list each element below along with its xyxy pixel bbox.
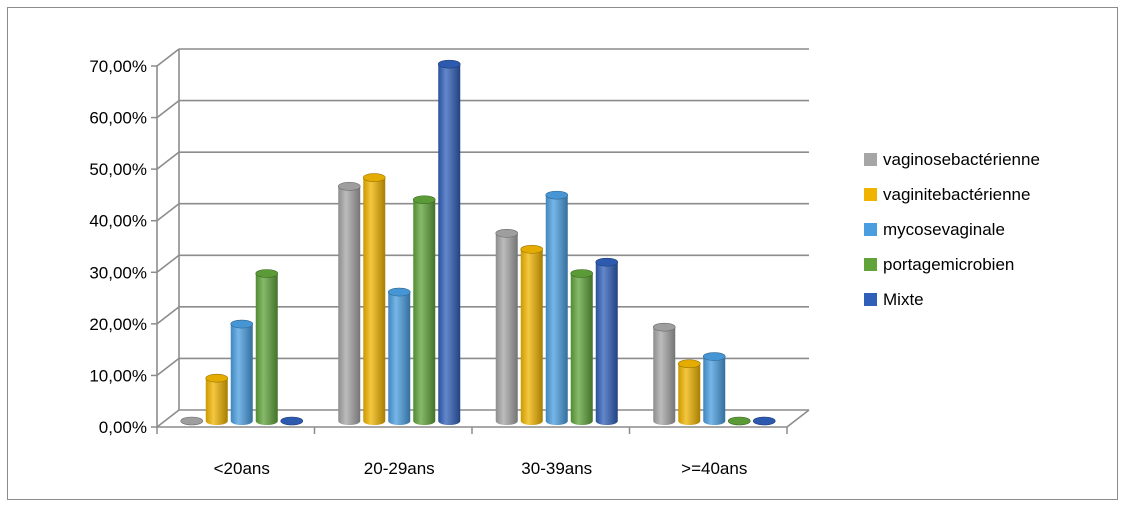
bars [180,59,776,426]
bar-top [387,287,411,297]
y-tick-label: 40,00% [89,212,147,231]
legend-item: Mixte [864,282,1040,317]
bar-body [495,233,518,425]
legend-label: portagemicrobien [883,254,1015,274]
legend-swatch-vaginose [864,153,877,166]
bar [702,352,726,425]
bar [337,182,361,425]
bar [520,244,544,425]
bar-top [727,416,751,426]
bar-top [337,182,361,191]
bar [595,257,619,425]
gridline-side [156,99,180,119]
gridline-side [156,48,180,67]
bar [387,287,411,425]
y-tick-label: 0,00% [99,418,147,437]
bar-top [255,269,279,278]
bar-body [205,378,228,425]
legend-label: Mixte [883,289,924,309]
legend-item: mycosevaginale [864,212,1040,247]
bar-top [412,195,436,205]
legend-swatch-mixte [864,293,877,306]
bar-top [230,319,254,329]
bar-top [702,352,726,361]
bar-body [338,186,361,425]
bar [412,195,436,425]
bar [677,359,701,425]
bar-top [677,359,701,369]
bar-body [653,327,676,425]
bar-body [595,262,618,425]
bar-top [520,244,544,254]
legend-item: vaginitebactérienne [864,177,1040,212]
bar-body [520,249,543,425]
y-tick-label: 30,00% [89,263,147,282]
bar-top [752,416,776,426]
bar-body [363,177,386,425]
legend-swatch-mycose [864,223,877,236]
bar-body [438,64,461,425]
legend-swatch-portage [864,258,877,271]
gridline-side [156,357,180,377]
legend-item: portagemicrobien [864,247,1040,282]
legend-label: mycosevaginale [883,219,1005,239]
bar [652,322,676,425]
gridline-side [156,151,180,170]
legend: vaginosebactérienne vaginitebactérienne … [864,142,1040,317]
gridline-side [156,203,180,222]
axes [151,65,810,434]
gridline-side [156,306,180,325]
y-tick-label: 70,00% [89,57,147,76]
bar [362,173,386,425]
bar [180,416,204,426]
bar-body [703,356,726,425]
bar-body [413,199,436,425]
bar [570,269,594,425]
x-tick-label: 30-39ans [521,459,592,478]
bar-top [570,269,594,278]
x-tick-label: >=40ans [681,459,747,478]
bar [495,228,519,425]
y-tick-label: 10,00% [89,366,147,385]
y-tick-label: 20,00% [89,315,147,334]
x-tick-label: <20ans [214,459,270,478]
bar-body [678,363,701,425]
bar [727,416,751,426]
bar-body [545,195,568,425]
bar-body [230,324,253,425]
bar-top [205,373,229,383]
bar-top [495,228,519,238]
gridline-side [156,254,180,273]
bar-top [362,173,386,182]
bar-top [180,416,204,426]
x-tick-label: 20-29ans [364,459,435,478]
tick-labels: 0,00% 10,00% 20,00% 30,00% 40,00% 50,00% 60,00… [89,57,747,478]
bar-top [595,257,619,267]
bar-top [652,322,676,332]
bar-body [255,273,278,425]
floor-edge [786,409,810,428]
bar [545,190,569,425]
bar-top [437,59,461,69]
y-tick-label: 60,00% [89,109,147,128]
bar [437,59,461,425]
legend-swatch-vaginite [864,188,877,201]
bar [230,319,254,425]
legend-label: vaginosebactérienne [883,149,1040,169]
y-tick-label: 50,00% [89,160,147,179]
bar [280,416,304,426]
gridline-side [156,409,180,428]
bar-top [280,416,304,426]
legend-item: vaginosebactérienne [864,142,1040,177]
bar [205,373,229,425]
bar-body [570,273,593,425]
bar-body [388,292,411,425]
bar-top [545,190,569,200]
legend-label: vaginitebactérienne [883,184,1031,204]
bar [255,269,279,425]
bar [752,416,776,426]
